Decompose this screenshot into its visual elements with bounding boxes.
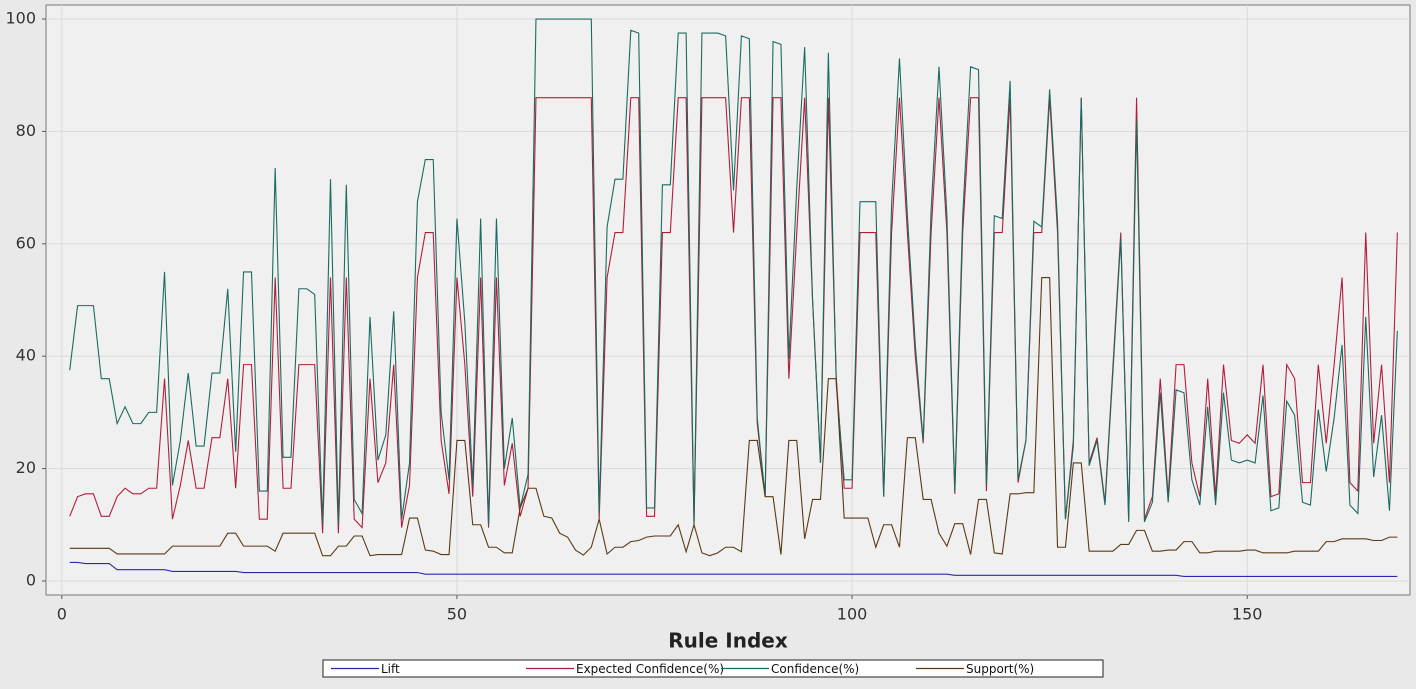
y-tick-label: 0 [26, 570, 36, 589]
y-tick-label: 100 [5, 9, 36, 28]
x-tick-label: 100 [837, 605, 868, 624]
y-tick-label: 40 [16, 346, 36, 365]
series-line [69, 276, 1398, 557]
legend-label: Lift [381, 662, 400, 676]
x-tick-label: 0 [57, 605, 67, 624]
legend-label: Support(%) [966, 662, 1034, 676]
x-tick-label: 150 [1232, 605, 1263, 624]
legend-label: Expected Confidence(%) [576, 662, 724, 676]
plot-area [45, 4, 1411, 596]
x-tick-label: 50 [447, 605, 467, 624]
x-axis-title: Rule Index [668, 629, 788, 653]
y-tick-label: 20 [16, 458, 36, 477]
series-line [69, 97, 1398, 534]
legend [322, 659, 1104, 678]
series-line [69, 18, 1398, 525]
y-tick-label: 60 [16, 233, 36, 252]
series-line [69, 561, 1398, 578]
y-tick-label: 80 [16, 121, 36, 140]
legend-label: Confidence(%) [771, 662, 859, 676]
